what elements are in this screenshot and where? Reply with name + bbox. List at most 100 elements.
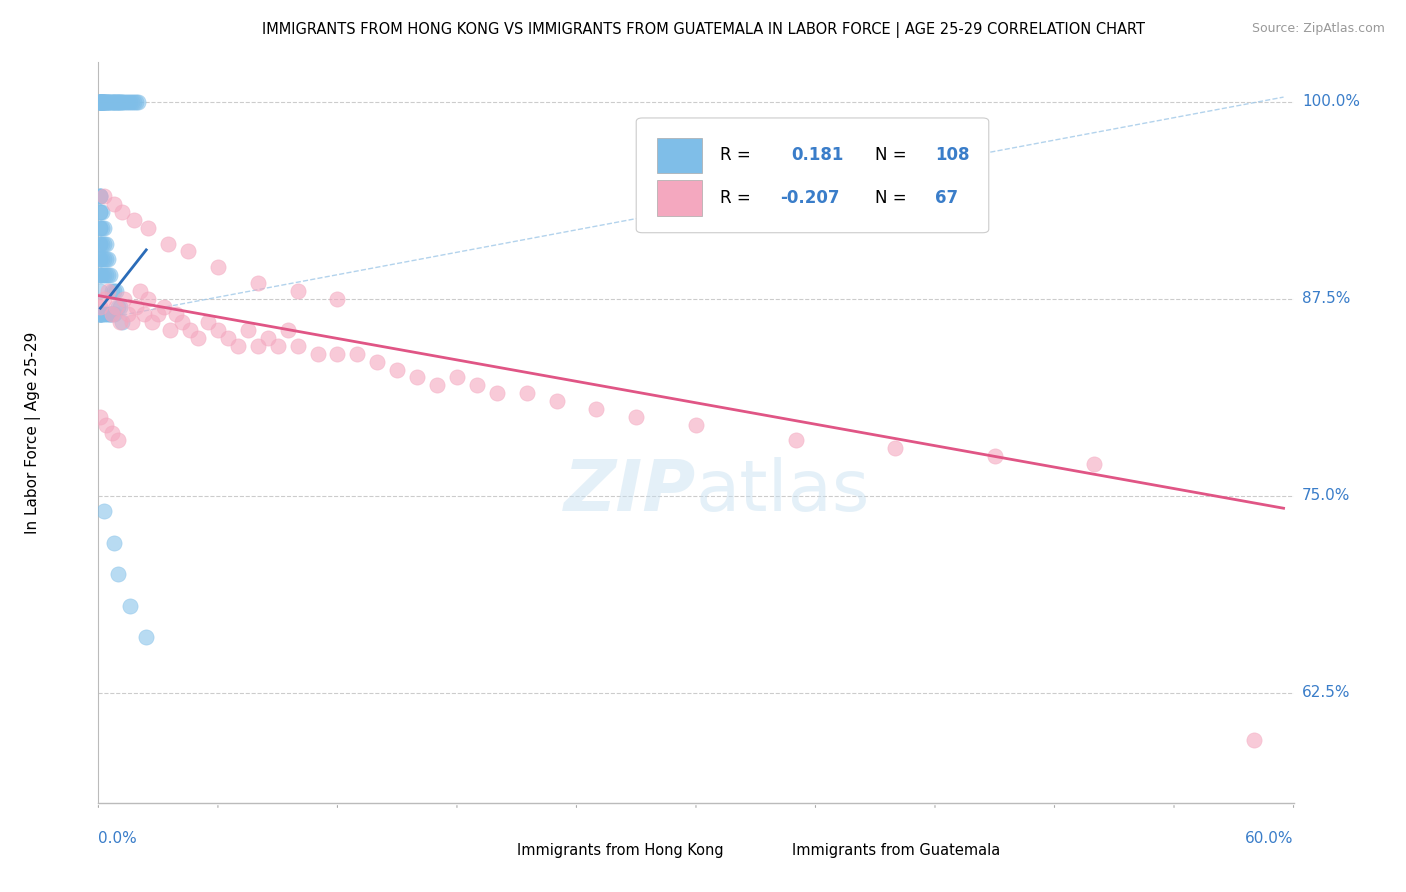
Point xyxy=(101,95,124,109)
Point xyxy=(89,252,111,267)
Point xyxy=(121,315,143,329)
Point xyxy=(89,205,111,219)
Point xyxy=(89,189,111,203)
Point xyxy=(89,95,111,109)
Text: Immigrants from Hong Kong: Immigrants from Hong Kong xyxy=(517,843,723,858)
Point xyxy=(226,339,249,353)
Point xyxy=(110,95,132,109)
Text: 108: 108 xyxy=(935,146,970,164)
Point xyxy=(96,236,118,251)
FancyBboxPatch shape xyxy=(637,118,988,233)
Point xyxy=(89,95,111,109)
Point xyxy=(91,95,114,109)
Point xyxy=(111,95,134,109)
Point xyxy=(89,95,111,109)
Point xyxy=(197,315,219,329)
Point xyxy=(485,386,508,401)
Point xyxy=(124,95,146,109)
Point xyxy=(103,536,125,550)
Point xyxy=(98,308,122,322)
Point xyxy=(91,308,114,322)
Point xyxy=(89,300,111,314)
Point xyxy=(96,95,118,109)
Point xyxy=(101,308,124,322)
Point xyxy=(110,95,132,109)
Point xyxy=(107,567,129,582)
Point xyxy=(157,236,180,251)
Point xyxy=(89,95,111,109)
Point xyxy=(120,599,142,613)
Point xyxy=(89,95,111,109)
Text: N =: N = xyxy=(876,189,907,207)
Point xyxy=(366,355,388,369)
Point xyxy=(89,220,111,235)
Point xyxy=(89,95,111,109)
Point xyxy=(89,308,111,322)
Point xyxy=(101,425,124,440)
Point xyxy=(326,292,349,306)
Point xyxy=(141,315,163,329)
Point xyxy=(179,323,201,337)
Point xyxy=(89,308,111,322)
Point xyxy=(103,308,125,322)
Point xyxy=(97,308,120,322)
Point xyxy=(187,331,209,345)
Point xyxy=(96,252,118,267)
Point xyxy=(93,189,115,203)
Point xyxy=(93,95,115,109)
Point xyxy=(107,434,129,448)
Point xyxy=(91,205,114,219)
Point xyxy=(105,95,128,109)
Point xyxy=(134,308,156,322)
Text: 100.0%: 100.0% xyxy=(1302,95,1360,110)
Point xyxy=(516,386,538,401)
Point xyxy=(546,394,568,409)
Point xyxy=(111,205,134,219)
Point xyxy=(111,95,134,109)
Point xyxy=(426,378,449,392)
Point xyxy=(91,95,114,109)
Point xyxy=(346,347,368,361)
Point xyxy=(89,236,111,251)
Point xyxy=(91,268,114,282)
Point xyxy=(117,308,139,322)
Point xyxy=(326,347,349,361)
Point xyxy=(96,417,118,432)
Point xyxy=(91,252,114,267)
Point xyxy=(91,308,114,322)
Point xyxy=(98,268,122,282)
Point xyxy=(110,315,132,329)
Point xyxy=(96,95,118,109)
Point xyxy=(236,323,259,337)
Point xyxy=(91,236,114,251)
Point xyxy=(89,268,111,282)
Text: Immigrants from Guatemala: Immigrants from Guatemala xyxy=(792,843,1000,858)
Text: N =: N = xyxy=(876,146,907,164)
Point xyxy=(91,95,114,109)
Point xyxy=(287,284,309,298)
Point xyxy=(97,95,120,109)
Text: 67: 67 xyxy=(935,189,957,207)
FancyBboxPatch shape xyxy=(657,138,702,173)
Point xyxy=(148,308,170,322)
Point xyxy=(97,268,120,282)
Text: 0.181: 0.181 xyxy=(792,146,844,164)
Point xyxy=(1243,732,1265,747)
Point xyxy=(115,95,138,109)
Point xyxy=(267,339,290,353)
Point xyxy=(89,189,111,203)
Point xyxy=(120,95,142,109)
Point xyxy=(89,252,111,267)
Point xyxy=(125,300,148,314)
Point xyxy=(207,323,229,337)
Point xyxy=(105,95,128,109)
Point xyxy=(107,95,129,109)
Text: 75.0%: 75.0% xyxy=(1302,488,1350,503)
Point xyxy=(112,95,135,109)
Point xyxy=(217,331,239,345)
Point xyxy=(93,220,115,235)
Point xyxy=(136,292,159,306)
Point xyxy=(1083,457,1105,471)
Point xyxy=(159,323,181,337)
FancyBboxPatch shape xyxy=(756,841,782,860)
